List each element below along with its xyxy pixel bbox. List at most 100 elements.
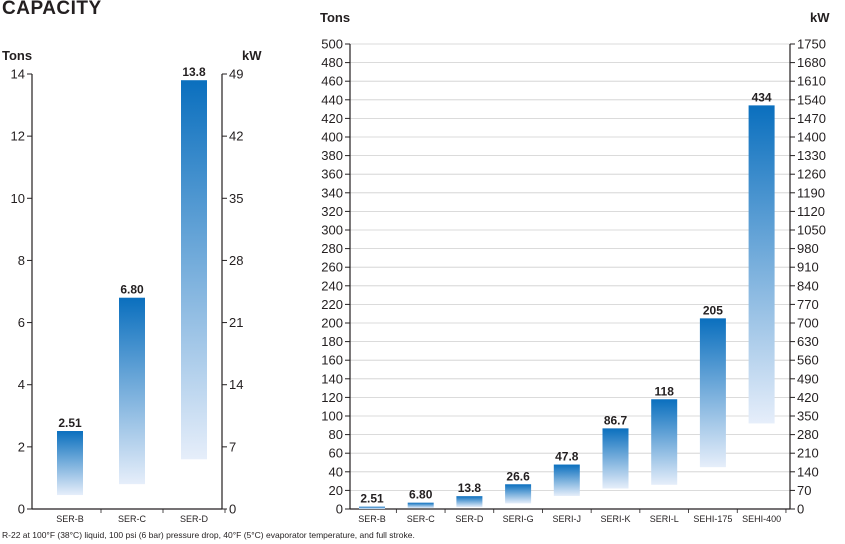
right-tick-label: 1050 [797, 223, 826, 238]
data-label: 2.51 [58, 416, 82, 430]
category-label: SER-B [56, 514, 84, 524]
footnote: R-22 at 100°F (38°C) liquid, 100 psi (6 … [2, 530, 415, 540]
left-tick-label: 460 [321, 74, 343, 89]
left-tick-label: 0 [18, 502, 25, 517]
category-label: SEHI-400 [742, 514, 781, 524]
left-tick-label: 20 [329, 483, 343, 498]
right-axis-unit: kW [242, 48, 262, 63]
category-label: SERI-G [503, 514, 534, 524]
category-label: SERI-L [650, 514, 679, 524]
left-tick-label: 420 [321, 111, 343, 126]
right-tick-label: 1190 [797, 185, 825, 200]
right-tick-label: 910 [797, 260, 819, 275]
left-tick-label: 300 [321, 223, 343, 238]
right-tick-label: 42 [229, 129, 243, 144]
left-tick-label: 480 [321, 55, 343, 70]
bar-seri-k [602, 428, 629, 489]
data-label: 6.80 [409, 488, 433, 502]
bar-ser-c [407, 502, 434, 509]
left-tick-label: 360 [321, 167, 343, 182]
left-tick-label: 4 [18, 377, 25, 392]
left-tick-label: 160 [321, 353, 343, 368]
right-tick-label: 770 [797, 297, 819, 312]
data-label: 6.80 [120, 283, 144, 297]
left-tick-label: 8 [18, 253, 25, 268]
right-tick-label: 560 [797, 353, 819, 368]
bar-ser-b [359, 506, 385, 509]
chart-small-capacity: 0 2 4 6 8 10 12 14 0 7 14 21 28 35 42 49 Tons kW 2.51 SER-B… [2, 48, 262, 524]
data-label: 13.8 [182, 65, 206, 79]
bar-sehi-400 [748, 105, 775, 424]
category-label: SERI-K [600, 514, 630, 524]
category-label: SEHI-175 [693, 514, 732, 524]
left-axis-unit: Tons [2, 48, 32, 63]
category-label: SER-B [358, 514, 386, 524]
bar-ser-d [181, 80, 207, 460]
data-label: 47.8 [555, 450, 579, 464]
right-tick-label: 14 [229, 377, 243, 392]
category-label: SER-C [407, 514, 436, 524]
data-label: 2.51 [360, 492, 384, 506]
right-tick-label: 7 [229, 439, 236, 454]
data-label: 86.7 [604, 413, 628, 427]
left-tick-label: 14 [11, 67, 25, 82]
right-tick-label: 1330 [797, 148, 826, 163]
left-tick-label: 0 [336, 502, 343, 517]
right-tick-label: 630 [797, 334, 819, 349]
bar-ser-c [119, 297, 145, 485]
right-tick-label: 0 [797, 502, 804, 517]
right-tick-label: 1400 [797, 130, 826, 145]
left-tick-label: 12 [11, 129, 25, 144]
left-tick-label: 260 [321, 260, 343, 275]
data-label: 118 [655, 384, 675, 398]
bar-sehi-175 [699, 318, 726, 468]
right-tick-label: 1750 [797, 37, 826, 52]
right-tick-label: 840 [797, 278, 819, 293]
left-tick-label: 40 [329, 464, 343, 479]
right-tick-label: 1260 [797, 167, 826, 182]
left-tick-label: 80 [329, 427, 343, 442]
page-title: CAPACITY [2, 0, 102, 19]
chart-full-range-capacity: 0 20 40 60 80 100 120 140 160 180 200 220 240 260 280 3… [320, 10, 830, 524]
category-label: SER-C [118, 514, 147, 524]
right-tick-label: 420 [797, 390, 819, 405]
right-tick-label: 210 [797, 446, 819, 461]
right-tick-label: 490 [797, 371, 819, 386]
right-tick-label: 35 [229, 191, 243, 206]
left-tick-label: 120 [321, 390, 343, 405]
left-tick-label: 60 [329, 446, 343, 461]
right-tick-label: 1120 [797, 204, 825, 219]
left-tick-label: 2 [18, 439, 25, 454]
left-tick-label: 10 [11, 191, 25, 206]
left-axis-unit: Tons [320, 10, 350, 25]
left-tick-label: 200 [321, 316, 343, 331]
right-tick-label: 1680 [797, 55, 826, 70]
bar-seri-l [651, 399, 678, 485]
category-label: SERI-J [553, 514, 582, 524]
category-label: SER-D [180, 514, 209, 524]
right-tick-label: 21 [229, 315, 243, 330]
bar-ser-b [57, 431, 83, 496]
data-label: 434 [752, 90, 772, 104]
data-label: 205 [703, 303, 723, 317]
left-tick-label: 180 [321, 334, 343, 349]
left-tick-label: 220 [321, 297, 343, 312]
right-tick-label: 1470 [797, 111, 826, 126]
right-tick-label: 140 [797, 464, 819, 479]
right-tick-label: 49 [229, 67, 243, 82]
left-tick-label: 320 [321, 204, 343, 219]
right-tick-label: 28 [229, 253, 243, 268]
right-tick-label: 350 [797, 409, 819, 424]
right-tick-label: 980 [797, 241, 819, 256]
right-tick-label: 0 [229, 502, 236, 517]
data-label: 26.6 [506, 469, 530, 483]
right-tick-label: 700 [797, 316, 819, 331]
left-tick-label: 400 [321, 130, 343, 145]
left-tick-label: 340 [321, 185, 343, 200]
bar-seri-j [553, 464, 580, 496]
right-tick-label: 280 [797, 427, 819, 442]
left-tick-label: 440 [321, 92, 343, 107]
bar-ser-d [456, 496, 483, 508]
right-tick-label: 70 [797, 483, 811, 498]
